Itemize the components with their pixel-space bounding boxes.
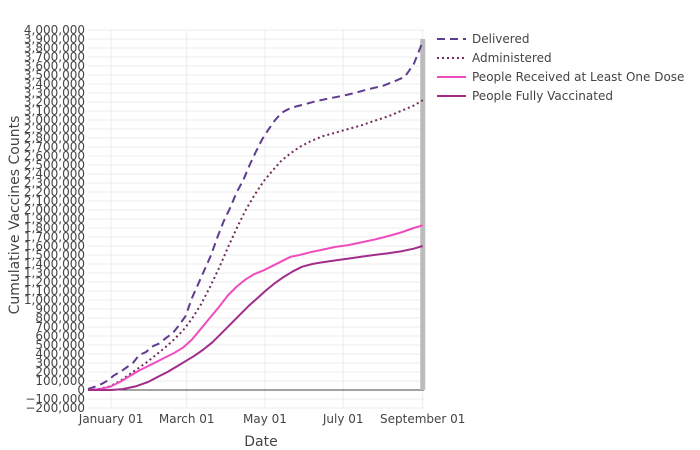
y-tick-label: 3,900,000 [24, 32, 85, 46]
y-tick-label: 0 [77, 383, 85, 397]
y-tick-label: 2,700,000 [24, 140, 85, 154]
y-tick-label: 1,000,000 [24, 293, 85, 307]
y-tick-label: 3,100,000 [24, 104, 85, 118]
y-axis-ticks: −200,000−100,0000100,000200,000300,00040… [24, 23, 85, 415]
x-tick-label: July 01 [322, 412, 364, 426]
y-tick-label: 3,500,000 [24, 68, 85, 82]
y-tick-label: 2,400,000 [24, 167, 85, 181]
y-tick-label: 1,900,000 [24, 212, 85, 226]
series-line-1 [87, 41, 424, 391]
y-tick-label: 3,400,000 [24, 77, 85, 91]
y-tick-label: −100,000 [25, 392, 85, 406]
x-tick-label: May 01 [243, 412, 287, 426]
y-tick-label: 3,800,000 [24, 41, 85, 55]
y-tick-label: −200,000 [25, 401, 85, 415]
series-line-3 [87, 224, 423, 391]
y-tick-label: 2,100,000 [24, 194, 85, 208]
highlight-bar [420, 39, 426, 390]
y-tick-label: 2,000,000 [24, 203, 85, 217]
y-tick-label: 500,000 [35, 338, 85, 352]
y-tick-label: 2,900,000 [24, 122, 85, 136]
x-tick-label: September 01 [380, 412, 465, 426]
y-tick-label: 1,800,000 [24, 221, 85, 235]
y-tick-label: 600,000 [35, 329, 85, 343]
y-tick-label: 3,700,000 [24, 50, 85, 64]
y-tick-label: 3,200,000 [24, 95, 85, 109]
y-tick-label: 900,000 [35, 302, 85, 316]
y-tick-label: 1,700,000 [24, 230, 85, 244]
series-lines [87, 41, 424, 391]
y-tick-label: 2,200,000 [24, 185, 85, 199]
legend-label: People Fully Vaccinated [472, 89, 613, 103]
y-tick-label: 2,300,000 [24, 176, 85, 190]
y-tick-label: 2,500,000 [24, 158, 85, 172]
x-axis-ticks: January 01 March 01 May 01 July 01 September… [78, 412, 466, 426]
y-tick-label: 700,000 [35, 320, 85, 334]
x-tick-label: March 01 [159, 412, 215, 426]
legend: Delivered Administered People Received at … [437, 32, 684, 103]
y-tick-label: 1,600,000 [24, 239, 85, 253]
y-tick-label: 2,600,000 [24, 149, 85, 163]
y-tick-label: 4,000,000 [24, 23, 85, 37]
y-tick-label: 1,200,000 [24, 275, 85, 289]
y-tick-label: 400,000 [35, 347, 85, 361]
series-line-2 [87, 99, 424, 391]
y-tick-label: 800,000 [35, 311, 85, 325]
y-tick-label: 300,000 [35, 356, 85, 370]
y-tick-label: 3,300,000 [24, 86, 85, 100]
y-tick-label: 2,800,000 [24, 131, 85, 145]
y-tick-label: 100,000 [35, 374, 85, 388]
y-tick-label: 1,400,000 [24, 257, 85, 271]
legend-label: People Received at Least One Dose [472, 70, 684, 84]
y-tick-label: 1,300,000 [24, 266, 85, 280]
legend-label: Administered [472, 51, 552, 65]
y-tick-label: 3,000,000 [24, 113, 85, 127]
series-line-4 [88, 245, 423, 391]
y-tick-label: 1,100,000 [24, 284, 85, 298]
x-axis-title: Date [244, 434, 277, 450]
x-tick-label: January 01 [78, 412, 144, 426]
legend-label: Delivered [472, 32, 529, 46]
y-axis-title: Cumulative Vaccines Counts [7, 116, 23, 315]
y-tick-label: 200,000 [35, 365, 85, 379]
y-tick-label: 1,500,000 [24, 248, 85, 262]
y-tick-label: 3,600,000 [24, 59, 85, 73]
